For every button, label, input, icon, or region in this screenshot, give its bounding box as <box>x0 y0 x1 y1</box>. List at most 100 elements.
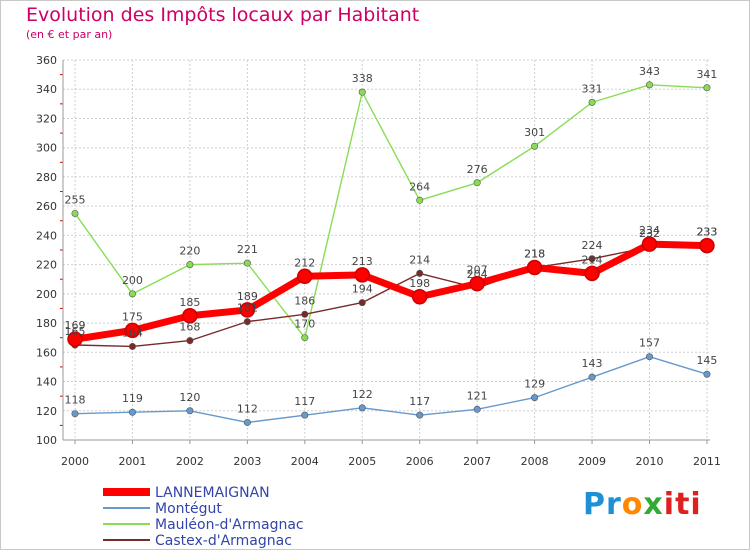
data-label-castex-d-armagnac: 233 <box>696 226 717 239</box>
data-point-maul-on-d-armagnac <box>531 142 539 150</box>
data-label-maul-on-d-armagnac: 341 <box>696 68 717 81</box>
data-label-maul-on-d-armagnac: 220 <box>179 245 200 258</box>
data-label-castex-d-armagnac: 168 <box>179 321 200 334</box>
data-label-maul-on-d-armagnac: 264 <box>409 180 430 193</box>
legend-label-maul-on-d-armagnac: Mauléon-d'Armagnac <box>155 517 304 533</box>
data-point-maul-on-d-armagnac <box>416 196 424 204</box>
data-point-castex-d-armagnac <box>186 337 194 345</box>
y-tick-label: 100 <box>36 434 57 447</box>
x-tick-label: 2011 <box>693 455 721 468</box>
data-label-mont-gut: 143 <box>582 357 603 370</box>
series-line-mont-gut <box>74 355 708 424</box>
data-point-castex-d-armagnac <box>588 255 596 263</box>
legend-label-lannemaignan: LANNEMAIGNAN <box>155 485 270 501</box>
data-label-mont-gut: 120 <box>179 391 200 404</box>
data-point-maul-on-d-armagnac <box>301 334 309 342</box>
data-label-lannemaignan: 207 <box>467 264 488 277</box>
data-label-lannemaignan: 185 <box>179 296 200 309</box>
data-point-maul-on-d-armagnac <box>703 84 711 92</box>
data-label-castex-d-armagnac: 204 <box>467 268 488 281</box>
data-point-castex-d-armagnac <box>128 342 136 350</box>
data-label-lannemaignan: 169 <box>65 319 86 332</box>
data-label-mont-gut: 117 <box>294 395 315 408</box>
data-label-castex-d-armagnac: 194 <box>352 283 373 296</box>
series-layer <box>67 81 715 426</box>
data-point-mont-gut <box>186 407 194 415</box>
data-point-lannemaignan <box>699 237 715 254</box>
data-point-castex-d-armagnac <box>301 310 309 318</box>
data-label-lannemaignan: 218 <box>524 248 545 261</box>
y-tick-label: 220 <box>36 259 57 272</box>
logo-part-1: Pr <box>583 487 622 522</box>
data-label-castex-d-armagnac: 164 <box>122 326 143 339</box>
chart-title: Evolution des Impôts locaux par Habitant <box>26 4 420 26</box>
data-point-mont-gut <box>301 411 309 419</box>
x-tick-label: 2010 <box>636 455 664 468</box>
data-label-mont-gut: 112 <box>237 402 258 415</box>
x-tick-label: 2003 <box>233 455 261 468</box>
chart-subtitle: (en € et par an) <box>26 28 113 41</box>
data-label-mont-gut: 157 <box>639 337 660 350</box>
y-tick-label: 280 <box>36 171 57 184</box>
data-point-maul-on-d-armagnac <box>243 259 251 267</box>
grid-layer <box>63 59 710 441</box>
y-tick-label: 240 <box>36 229 57 242</box>
logo-part-2: o <box>621 487 644 522</box>
x-tick-label: 2001 <box>118 455 146 468</box>
data-label-castex-d-armagnac: 218 <box>524 248 545 261</box>
data-point-maul-on-d-armagnac <box>358 88 366 96</box>
x-tick-label: 2007 <box>463 455 491 468</box>
y-tick-label: 120 <box>36 405 57 418</box>
data-label-castex-d-armagnac: 214 <box>409 253 430 266</box>
y-tick-label: 160 <box>36 346 57 359</box>
proxiti-logo: Proxiti <box>583 487 702 522</box>
data-label-maul-on-d-armagnac: 170 <box>294 318 315 331</box>
y-tick-label: 140 <box>36 376 57 389</box>
data-point-lannemaignan <box>297 268 313 285</box>
data-label-lannemaignan: 214 <box>582 253 603 266</box>
data-point-lannemaignan <box>641 236 658 252</box>
data-point-maul-on-d-armagnac <box>588 98 596 106</box>
axis-layer: 100 120 140 160 180 200 220 240 260 280 300 320 340 3… <box>36 54 721 468</box>
data-point-lannemaignan <box>526 259 543 276</box>
data-point-mont-gut <box>416 411 424 419</box>
data-point-mont-gut <box>703 370 711 378</box>
data-label-lannemaignan: 234 <box>639 224 660 237</box>
data-point-mont-gut <box>71 410 79 418</box>
data-point-lannemaignan <box>124 322 141 339</box>
data-point-mont-gut <box>588 373 596 381</box>
data-point-maul-on-d-armagnac <box>473 179 481 187</box>
data-label-lannemaignan: 175 <box>122 310 143 323</box>
data-point-mont-gut <box>473 405 481 413</box>
data-label-castex-d-armagnac: 232 <box>639 227 660 240</box>
data-label-mont-gut: 119 <box>122 392 143 405</box>
y-tick-label: 360 <box>36 54 57 67</box>
data-point-lannemaignan <box>411 289 428 305</box>
data-label-lannemaignan: 213 <box>352 255 373 268</box>
data-label-mont-gut: 117 <box>409 395 430 408</box>
data-point-lannemaignan <box>354 267 370 283</box>
y-tick-label: 300 <box>36 142 57 155</box>
data-point-mont-gut <box>531 394 539 402</box>
data-label-maul-on-d-armagnac: 301 <box>524 126 545 139</box>
data-label-castex-d-armagnac: 224 <box>582 239 603 252</box>
y-tick-label: 260 <box>36 200 57 213</box>
data-label-maul-on-d-armagnac: 331 <box>582 82 603 95</box>
data-point-lannemaignan <box>469 275 485 292</box>
legend-label-mont-gut: Montégut <box>155 501 222 517</box>
legend: LANNEMAIGNANMontégutMauléon-d'ArmagnacCa… <box>103 485 304 549</box>
logo-part-4: iti <box>663 487 702 522</box>
data-label-maul-on-d-armagnac: 343 <box>639 65 660 78</box>
data-point-mont-gut <box>358 404 366 412</box>
data-point-maul-on-d-armagnac <box>186 261 194 269</box>
data-label-lannemaignan: 212 <box>294 256 315 269</box>
y-tick-label: 200 <box>36 288 57 301</box>
data-point-maul-on-d-armagnac <box>71 209 79 217</box>
data-label-castex-d-armagnac: 165 <box>65 325 86 338</box>
y-tick-label: 340 <box>36 83 57 96</box>
data-label-mont-gut: 118 <box>65 394 86 407</box>
data-label-maul-on-d-armagnac: 200 <box>122 274 143 287</box>
data-point-maul-on-d-armagnac <box>128 290 136 298</box>
data-label-castex-d-armagnac: 186 <box>294 294 315 307</box>
